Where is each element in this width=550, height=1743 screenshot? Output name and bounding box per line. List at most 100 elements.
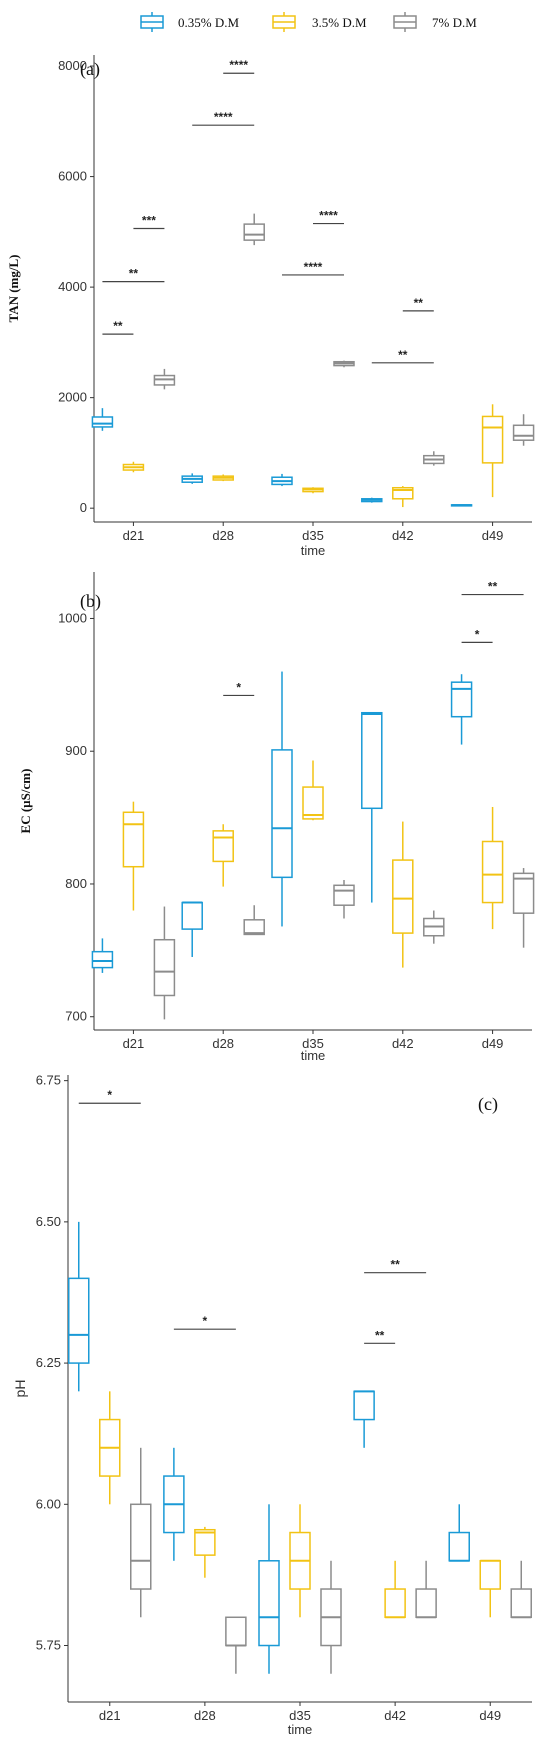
x-tick-label: d28	[212, 1036, 234, 1051]
box-plot-mark	[212, 474, 234, 482]
legend-item: 3.5% D.M	[272, 12, 367, 32]
x-tick-label: d21	[123, 528, 145, 543]
box-iqr	[91, 950, 114, 969]
significance-bracket: **	[102, 319, 134, 335]
box-plot-mark	[320, 1560, 342, 1674]
box-iqr	[258, 1560, 280, 1647]
significance-label: ****	[304, 260, 323, 274]
y-tick-label: 6.75	[36, 1073, 61, 1088]
significance-label: **	[414, 296, 424, 310]
box-plot-mark	[91, 408, 114, 431]
box-plot-mark	[392, 821, 414, 968]
legend-label: 0.35% D.M	[178, 15, 239, 30]
box-iqr	[243, 919, 265, 936]
significance-label: **	[390, 1258, 400, 1272]
y-tick-label: 4000	[58, 279, 87, 294]
box-iqr	[384, 1588, 406, 1619]
significance-label: *	[203, 1314, 208, 1328]
significance-bracket: ****	[192, 110, 255, 126]
x-tick-label: d35	[302, 1036, 324, 1051]
significance-bracket: **	[402, 296, 434, 312]
x-tick-label: d42	[384, 1708, 406, 1723]
significance-label: ****	[214, 110, 233, 124]
box-plot-mark	[212, 824, 234, 887]
significance-label: **	[398, 348, 408, 362]
legend: 0.35% D.M 3.5% D.M 7% D.M	[140, 12, 477, 32]
y-tick-label: 6.25	[36, 1355, 61, 1370]
box-iqr	[392, 859, 414, 934]
significance-bracket: ****	[313, 209, 344, 225]
significance-label: *	[107, 1088, 112, 1102]
box-iqr	[450, 681, 473, 718]
box-plot-mark	[302, 487, 324, 494]
y-tick-label: 2000	[58, 390, 87, 405]
significance-label: **	[375, 1328, 385, 1342]
box-plot-mark	[181, 901, 203, 957]
significance-label: ****	[319, 209, 338, 223]
box-plot-mark	[361, 711, 383, 903]
panel-b-ec-chart: 700 800 900 1000 d21 d28 d35 d42 d49 time EC (µS/c…	[18, 572, 535, 1063]
box-plot-mark	[194, 1526, 216, 1578]
y-tick-label: 5.75	[36, 1638, 61, 1653]
box-iqr	[68, 1277, 90, 1364]
x-tick-label: d42	[392, 1036, 414, 1051]
x-tick-label: d21	[99, 1708, 121, 1723]
box-iqr	[512, 424, 535, 441]
box-iqr	[212, 830, 234, 863]
significance-bracket: ****	[223, 58, 255, 74]
box-plot-mark	[258, 1504, 280, 1674]
significance-bracket: *	[173, 1314, 236, 1330]
x-axis-label: time	[301, 1048, 326, 1063]
box-iqr	[91, 416, 114, 428]
box-plot-mark	[512, 414, 535, 446]
box-plot-mark	[289, 1504, 311, 1618]
y-tick-label: 6.00	[36, 1496, 61, 1511]
box-iqr	[271, 749, 293, 879]
box-plot-mark	[130, 1447, 152, 1618]
box-plot-mark	[423, 451, 445, 466]
box-plot-mark	[415, 1560, 437, 1619]
box-iqr	[392, 486, 414, 500]
box-plot-mark	[225, 1616, 247, 1674]
significance-bracket: **	[371, 348, 434, 364]
box-plot-mark	[153, 906, 176, 1020]
y-tick-label: 800	[65, 876, 87, 891]
panel-tag: (a)	[80, 59, 100, 80]
box-plot-mark	[181, 473, 203, 484]
x-tick-label: d49	[482, 528, 504, 543]
x-tick-label: d49	[479, 1708, 501, 1723]
box-iqr	[181, 901, 203, 930]
box-iqr	[512, 872, 535, 914]
significance-bracket: **	[102, 267, 165, 283]
box-plot-mark	[153, 368, 176, 390]
x-tick-label: d28	[212, 528, 234, 543]
y-axis-label: TAN (mg/L)	[6, 254, 21, 322]
box-iqr	[302, 786, 324, 820]
box-plot-mark	[333, 360, 355, 368]
x-tick-label: d28	[194, 1708, 216, 1723]
x-tick-label: d35	[289, 1708, 311, 1723]
legend-key-box-icon	[393, 12, 417, 32]
x-tick-label: d21	[123, 1036, 145, 1051]
box-plot-mark	[512, 868, 535, 948]
significance-label: **	[113, 319, 123, 333]
significance-bracket: *	[78, 1088, 141, 1104]
box-plot-mark	[163, 1447, 185, 1561]
legend-key-box-icon	[140, 12, 164, 32]
box-plot-mark	[333, 879, 355, 919]
x-axis-label: time	[288, 1722, 313, 1737]
significance-bracket: **	[364, 1258, 427, 1274]
box-plot-mark	[243, 905, 265, 936]
box-iqr	[448, 1531, 470, 1562]
y-tick-label: 900	[65, 743, 87, 758]
significance-bracket: **	[364, 1328, 396, 1344]
y-tick-label: 700	[65, 1009, 87, 1024]
box-plot-mark	[481, 404, 504, 498]
panel-c-ph-chart: 5.75 6.00 6.25 6.50 6.75 d21 d28 d35 d42 d49 time p…	[12, 1073, 532, 1737]
box-plot-mark	[243, 213, 265, 246]
legend-label: 3.5% D.M	[312, 15, 367, 30]
legend-key-box-icon	[272, 12, 296, 32]
legend-item: 7% D.M	[393, 12, 477, 32]
box-plot-mark	[423, 910, 445, 944]
box-plot-mark	[479, 1559, 501, 1618]
